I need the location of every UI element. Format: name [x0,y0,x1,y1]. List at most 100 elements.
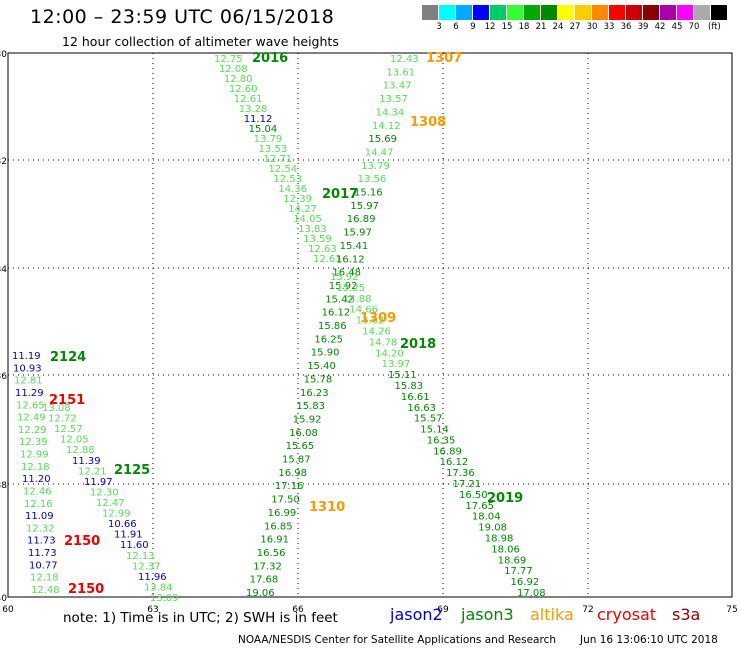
swh-value: 17.16 [275,481,304,492]
x-tick-label: 63 [147,605,158,615]
swh-value: 14.12 [372,121,401,132]
swh-value: 13.84 [144,582,173,593]
swh-value: 12.61 [313,254,342,265]
swh-value: 12.75 [214,54,243,65]
legend-swatch [677,5,693,20]
swh-value: 16.50 [459,490,488,501]
swh-value: 12.99 [102,509,131,520]
swh-value: 17.68 [250,575,279,586]
x-tick-label: 72 [582,605,593,615]
swh-value: 11.73 [27,536,56,547]
swh-value: 12.57 [54,424,83,435]
swh-value: 15.11 [388,370,417,381]
swh-value: 12.39 [19,437,48,448]
swh-value: 16.85 [264,521,293,532]
swh-value: 14.88 [343,294,372,305]
legend-altika: altika [530,605,574,624]
swh-value: 16.25 [314,334,343,345]
swh-value: 15.57 [414,414,443,425]
x-tick-label: 66 [292,605,304,615]
legend-label: 70 [688,22,700,32]
track-label: 2125 [114,463,150,478]
x-tick-label: 75 [726,605,737,615]
swh-value: 15.92 [330,272,359,283]
swh-value: 13.59 [303,234,332,245]
swh-value: 17.36 [446,468,475,479]
map-frame [7,52,733,598]
footer-note: note: 1) Time is in UTC; 2) SWH is in fe… [63,610,338,626]
swh-value: 11.39 [72,456,101,467]
swh-value: 13.57 [379,94,408,105]
y-tick-label: -30 [0,50,7,60]
legend-label: 45 [671,22,683,32]
legend-s3a: s3a [672,605,701,624]
swh-value: 14.78 [369,337,398,348]
swh-value: 15.42 [325,294,354,305]
y-tick-label: -38 [0,481,7,491]
swh-value: 15.92 [293,414,322,425]
swh-value: 13.56 [358,174,387,185]
swh-value: 16.08 [289,428,318,439]
swh-value: 18.98 [485,534,514,545]
swh-value: 16.23 [300,388,329,399]
track-label: 2124 [50,350,86,365]
swh-value: 15.83 [296,401,325,412]
swh-value: 18.69 [498,555,527,566]
swh-value: 11.60 [120,540,149,551]
swh-value: 16.91 [260,535,289,546]
swh-value: 16.89 [347,214,376,225]
legend-swatch [490,5,506,20]
swh-value: 12.80 [224,74,253,85]
swh-value: 16.92 [511,577,540,588]
swh-value: 15.86 [318,321,347,332]
swh-value: 17.65 [465,501,494,512]
swh-value: 19.06 [246,588,275,599]
swh-value: 16.48 [332,268,361,279]
swh-value: 14.34 [376,107,405,118]
legend-label: 24 [552,22,564,32]
legend-label: 39 [637,22,649,32]
legend-label: 15 [501,22,513,32]
y-tick-label: -36 [0,372,7,382]
legend-label: 18 [518,22,530,32]
swh-value: 14.27 [288,204,317,215]
legend-swatch [439,5,455,20]
y-tick-label: -40 [0,594,7,604]
swh-value: 17.32 [253,561,282,572]
swh-value: 11.29 [15,388,44,399]
swh-value: 12.65 [16,400,45,411]
legend-label: 30 [586,22,598,32]
swh-value: 15.40 [307,361,336,372]
swh-value: 16.56 [257,548,286,559]
y-tick-label: -32 [0,157,7,167]
swh-value: 12.47 [96,498,125,509]
legend-swatch [609,5,625,20]
swh-value: 12.48 [31,585,60,596]
swh-value: 12.21 [78,466,107,477]
swh-value: 17.50 [271,495,300,506]
legend-swatch [694,5,710,20]
swh-value: 14.20 [375,348,404,359]
legend-swatch [558,5,574,20]
swh-value: 16.12 [336,254,365,265]
legend-cryosat: cryosat [597,605,657,624]
page-title: 12:00 – 23:59 UTC 06/15/2018 [30,6,335,28]
swh-value: 16.12 [440,457,469,468]
swh-value: 13.83 [298,224,327,235]
swh-value: 15.97 [350,201,379,212]
legend-label: 42 [654,22,666,32]
swh-value: 11.96 [138,572,167,583]
swh-value: 13.08 [42,403,71,414]
swh-value: 12.18 [30,573,59,584]
swh-value: 16.98 [278,468,307,479]
swh-value: 12.72 [48,414,77,425]
swh-value: 13.28 [239,104,268,115]
track-label: 2016 [252,51,288,66]
swh-value: 14.36 [278,184,307,195]
swh-value: 15.04 [249,124,278,135]
swh-value: 13.09 [150,593,179,604]
legend-label: 21 [535,22,547,32]
x-tick-label: 69 [437,605,449,615]
swh-value: 16.61 [401,392,430,403]
